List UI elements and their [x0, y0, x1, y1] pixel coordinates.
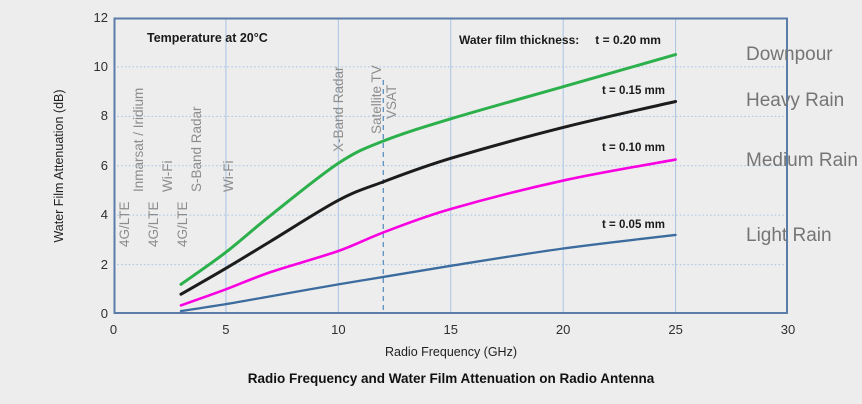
band-label-x-band-radar: X-Band Radar: [331, 66, 346, 152]
curve-medium-rain: [179, 158, 677, 307]
plot-border: [113, 17, 788, 314]
x-tick-label: 30: [780, 322, 796, 337]
x-tick-label: 10: [331, 322, 346, 337]
curve-light-rain: [179, 233, 677, 313]
band-label-wi-fi: Wi-Fi: [221, 160, 236, 192]
x-tick-label: 0: [109, 322, 118, 337]
curve-heavy-rain: [179, 100, 678, 296]
curve-label-heavy-rain: Heavy Rain: [746, 90, 845, 111]
thickness-label: t = 0.15 mm: [602, 85, 665, 97]
y-tick-label: 2: [100, 256, 108, 272]
temperature-annotation: Temperature at 20°C: [147, 31, 268, 45]
band-label-vsat: VSAT: [384, 84, 399, 119]
x-tick-label: 15: [443, 322, 458, 337]
curve-downpour: [179, 53, 678, 286]
thickness-label: t = 0.05 mm: [602, 219, 665, 231]
x-tick-label: 25: [668, 322, 683, 337]
thickness-label: t = 0.10 mm: [602, 142, 665, 154]
y-tick-label: 4: [100, 207, 108, 223]
y-tick-label: 6: [100, 157, 108, 173]
x-tick-label: 5: [222, 322, 230, 337]
band-label-inmarsat-iridium: Inmarsat / Iridium: [131, 87, 146, 192]
y-tick-label: 12: [93, 9, 108, 25]
y-tick-label: 8: [100, 108, 108, 124]
band-label-wi-fi: Wi-Fi: [160, 160, 175, 192]
band-label-4g-lte: 4G/LTE: [117, 201, 132, 247]
y-axis-title: Water Film Attenuation (dB): [52, 89, 66, 243]
thickness-legend-label: Water film thickness:: [459, 33, 580, 47]
curve-label-medium-rain: Medium Rain: [746, 150, 858, 171]
thickness-legend-value: t = 0.20 mm: [595, 33, 661, 47]
thickness-legend: Water film thickness: t = 0.20 mm: [459, 33, 661, 47]
x-tick-label: 20: [555, 322, 571, 337]
band-label-s-band-radar: S-Band Radar: [189, 106, 204, 192]
band-label-4g-lte: 4G/LTE: [175, 201, 190, 247]
y-tick-label: 10: [93, 58, 108, 74]
band-label-4g-lte: 4G/LTE: [146, 201, 161, 247]
x-axis-title: Radio Frequency (GHz): [385, 345, 517, 359]
chart-title: Radio Frequency and Water Film Attenuati…: [247, 371, 655, 386]
curve-label-downpour: Downpour: [746, 44, 833, 65]
y-tick-label: 0: [100, 306, 108, 321]
curve-label-light-rain: Light Rain: [746, 225, 832, 246]
